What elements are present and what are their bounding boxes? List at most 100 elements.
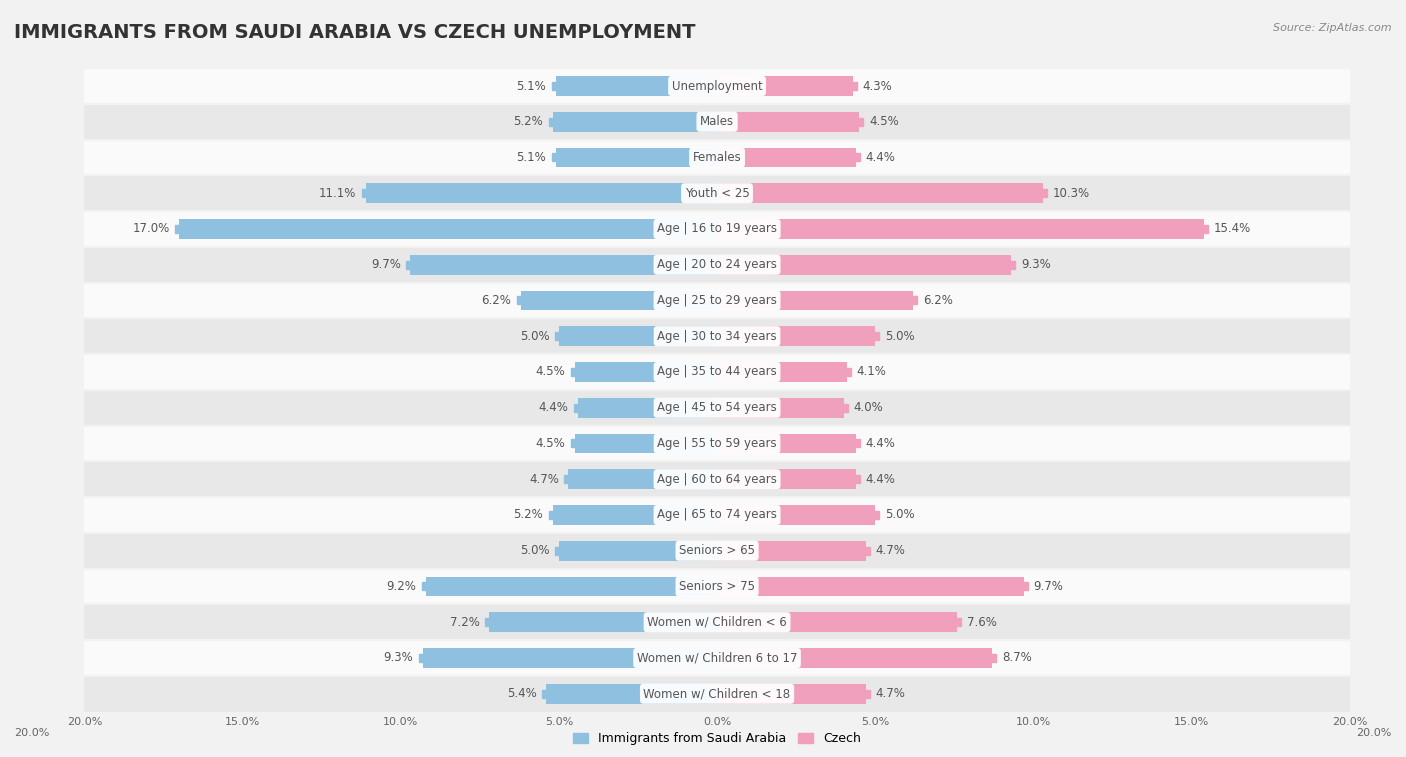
Text: 4.7%: 4.7% — [876, 544, 905, 557]
Bar — [560, 326, 717, 346]
Text: 4.5%: 4.5% — [869, 115, 898, 128]
Bar — [717, 434, 856, 453]
Text: 6.2%: 6.2% — [922, 294, 952, 307]
Bar — [426, 577, 717, 597]
Text: Unemployment: Unemployment — [672, 79, 762, 92]
Bar — [84, 569, 1350, 604]
Bar — [84, 640, 1350, 676]
Text: 5.2%: 5.2% — [513, 115, 543, 128]
Bar — [84, 176, 1350, 211]
Bar — [84, 139, 1350, 176]
Bar — [717, 612, 957, 632]
Bar — [575, 362, 717, 382]
Bar — [717, 183, 1043, 203]
Text: 5.0%: 5.0% — [884, 509, 914, 522]
Bar — [84, 211, 1350, 247]
Bar — [553, 112, 717, 132]
Text: 5.0%: 5.0% — [884, 330, 914, 343]
Bar — [366, 183, 717, 203]
Bar — [717, 76, 853, 96]
Text: Youth < 25: Youth < 25 — [685, 187, 749, 200]
Text: Seniors > 65: Seniors > 65 — [679, 544, 755, 557]
Text: Age | 30 to 34 years: Age | 30 to 34 years — [657, 330, 778, 343]
Bar — [84, 354, 1350, 390]
Bar — [717, 469, 856, 489]
Bar — [717, 326, 876, 346]
Text: Females: Females — [693, 151, 741, 164]
Text: 9.7%: 9.7% — [1033, 580, 1063, 593]
Bar — [84, 319, 1350, 354]
Text: 5.1%: 5.1% — [516, 151, 546, 164]
Bar — [578, 398, 717, 418]
Text: 4.0%: 4.0% — [853, 401, 883, 414]
Bar — [84, 425, 1350, 461]
Bar — [555, 148, 717, 167]
Text: 7.6%: 7.6% — [967, 615, 997, 629]
Text: 4.5%: 4.5% — [536, 366, 565, 378]
Text: 9.7%: 9.7% — [371, 258, 401, 271]
Text: Age | 60 to 64 years: Age | 60 to 64 years — [657, 472, 778, 486]
Text: 4.7%: 4.7% — [876, 687, 905, 700]
Bar — [411, 255, 717, 275]
Text: Age | 35 to 44 years: Age | 35 to 44 years — [657, 366, 778, 378]
Bar — [84, 497, 1350, 533]
Text: Women w/ Children < 6: Women w/ Children < 6 — [647, 615, 787, 629]
Text: 4.5%: 4.5% — [536, 437, 565, 450]
Text: 6.2%: 6.2% — [482, 294, 512, 307]
Text: 9.3%: 9.3% — [1021, 258, 1050, 271]
Bar — [717, 398, 844, 418]
Bar — [84, 390, 1350, 425]
Legend: Immigrants from Saudi Arabia, Czech: Immigrants from Saudi Arabia, Czech — [568, 727, 866, 750]
Text: Women w/ Children < 18: Women w/ Children < 18 — [644, 687, 790, 700]
Text: IMMIGRANTS FROM SAUDI ARABIA VS CZECH UNEMPLOYMENT: IMMIGRANTS FROM SAUDI ARABIA VS CZECH UN… — [14, 23, 696, 42]
Text: 20.0%: 20.0% — [1357, 728, 1392, 738]
Text: 5.0%: 5.0% — [520, 330, 550, 343]
Bar — [546, 684, 717, 703]
Text: Age | 20 to 24 years: Age | 20 to 24 years — [657, 258, 778, 271]
Bar — [84, 68, 1350, 104]
Text: Age | 25 to 29 years: Age | 25 to 29 years — [657, 294, 778, 307]
Text: Women w/ Children 6 to 17: Women w/ Children 6 to 17 — [637, 652, 797, 665]
Bar — [717, 541, 866, 560]
Bar — [84, 676, 1350, 712]
Text: 7.2%: 7.2% — [450, 615, 479, 629]
Bar — [568, 469, 717, 489]
Bar — [717, 112, 859, 132]
Bar — [84, 461, 1350, 497]
Bar — [84, 533, 1350, 569]
Bar — [717, 577, 1024, 597]
Text: 4.4%: 4.4% — [866, 151, 896, 164]
Text: 9.2%: 9.2% — [387, 580, 416, 593]
Text: 15.4%: 15.4% — [1213, 223, 1251, 235]
Text: Age | 55 to 59 years: Age | 55 to 59 years — [657, 437, 778, 450]
Text: 17.0%: 17.0% — [132, 223, 170, 235]
Text: 10.3%: 10.3% — [1052, 187, 1090, 200]
Text: 20.0%: 20.0% — [14, 728, 49, 738]
Text: Males: Males — [700, 115, 734, 128]
Text: 4.1%: 4.1% — [856, 366, 886, 378]
Bar — [553, 505, 717, 525]
Text: 4.4%: 4.4% — [866, 437, 896, 450]
Bar — [489, 612, 717, 632]
Bar — [575, 434, 717, 453]
Text: 5.4%: 5.4% — [508, 687, 537, 700]
Text: 8.7%: 8.7% — [1002, 652, 1032, 665]
Bar — [717, 291, 914, 310]
Bar — [520, 291, 717, 310]
Text: 4.3%: 4.3% — [863, 79, 893, 92]
Text: 11.1%: 11.1% — [319, 187, 357, 200]
Bar — [717, 648, 993, 668]
Bar — [84, 247, 1350, 282]
Bar — [717, 684, 866, 703]
Text: Source: ZipAtlas.com: Source: ZipAtlas.com — [1274, 23, 1392, 33]
Text: 5.0%: 5.0% — [520, 544, 550, 557]
Text: 5.2%: 5.2% — [513, 509, 543, 522]
Bar — [555, 76, 717, 96]
Bar — [180, 220, 717, 238]
Bar — [717, 362, 846, 382]
Text: 9.3%: 9.3% — [384, 652, 413, 665]
Bar — [717, 255, 1011, 275]
Text: 4.4%: 4.4% — [538, 401, 568, 414]
Text: 4.4%: 4.4% — [866, 472, 896, 486]
Bar — [84, 604, 1350, 640]
